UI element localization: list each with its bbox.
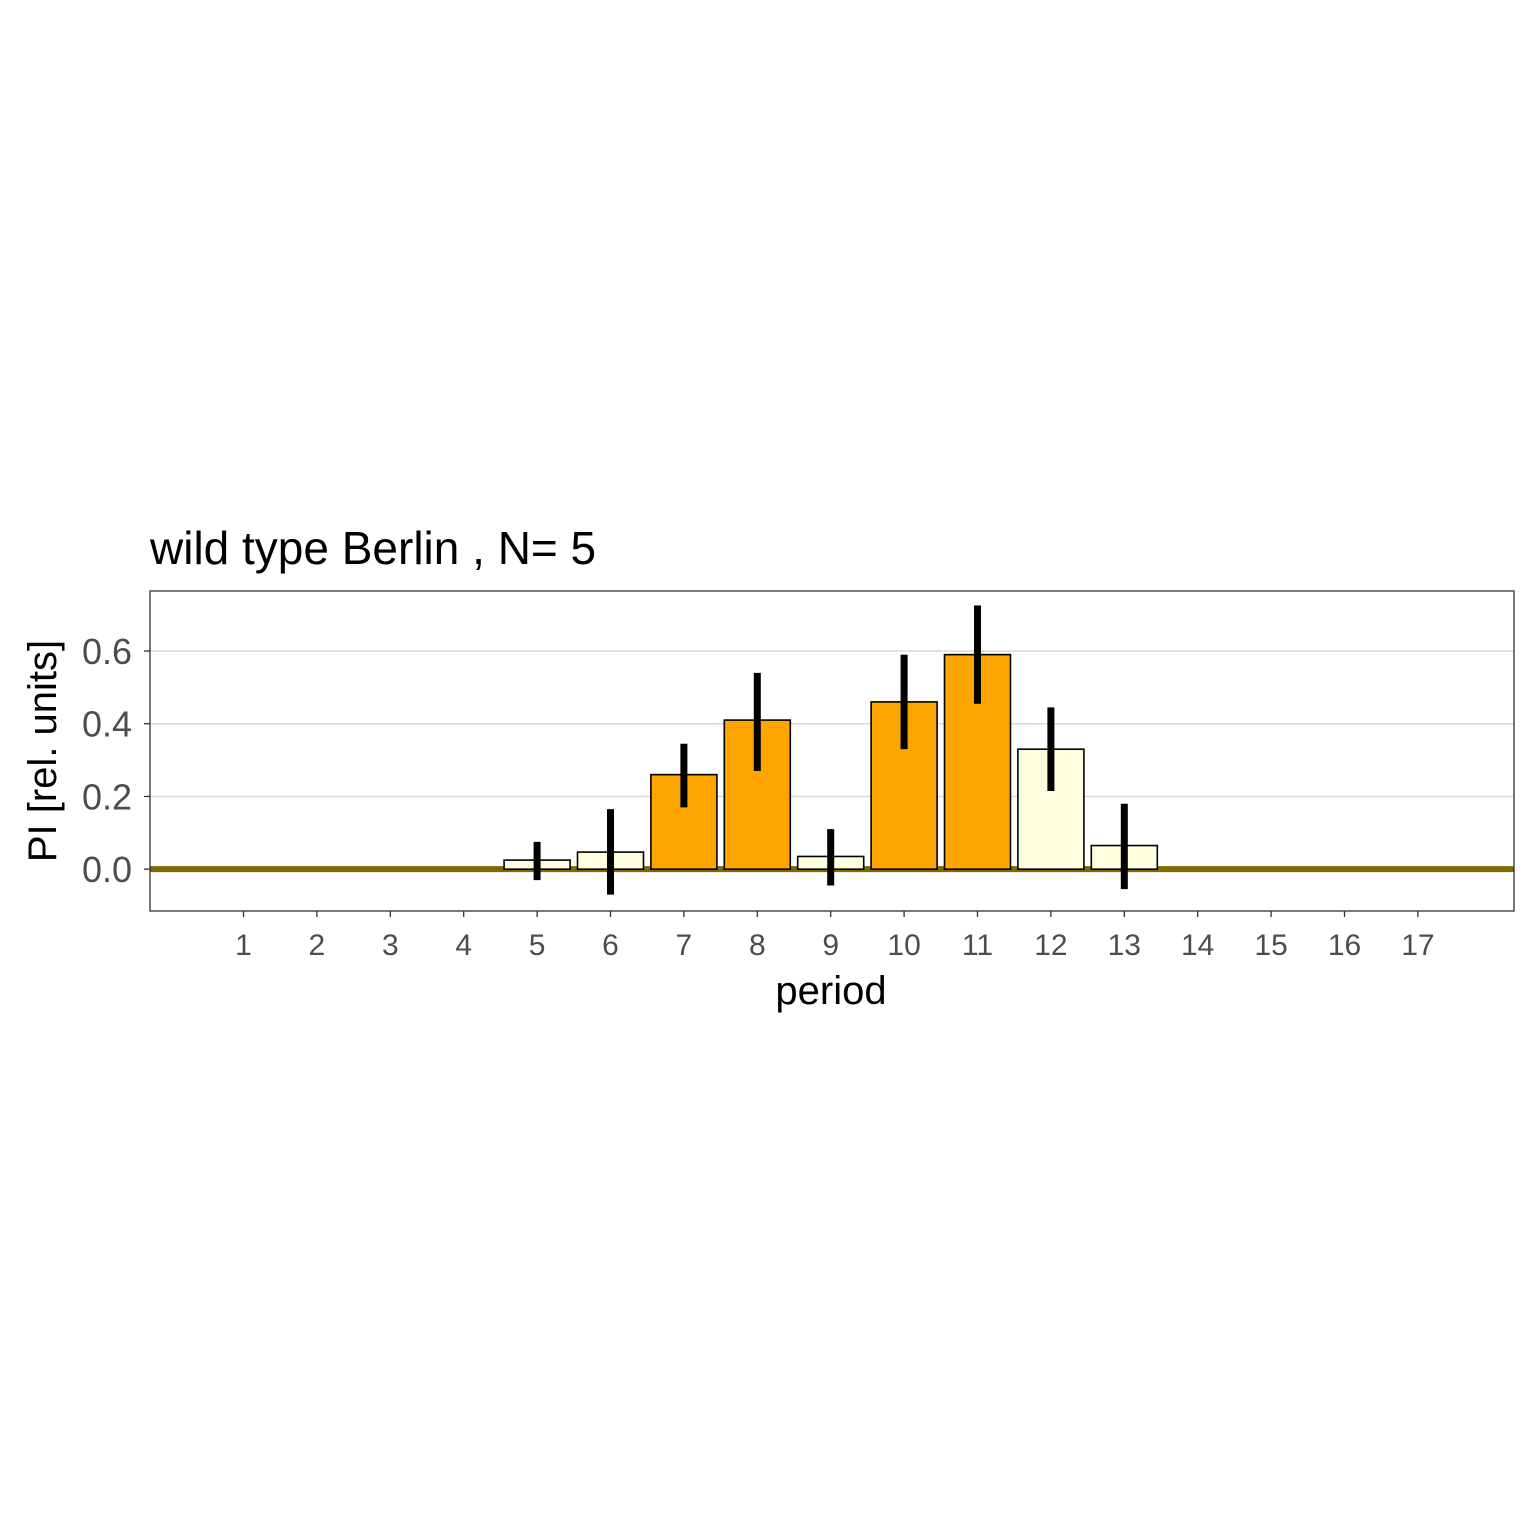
error-bars <box>533 605 1128 895</box>
y-tick-label: 0.2 <box>82 776 132 817</box>
x-tick-label: 1 <box>235 929 252 962</box>
x-tick-label: 17 <box>1401 929 1434 962</box>
bar-8 <box>723 719 792 870</box>
bar-11 <box>943 653 1012 870</box>
x-tick-label: 6 <box>602 929 619 962</box>
y-tick-label: 0.4 <box>82 704 132 745</box>
y-tick-label: 0.0 <box>82 849 132 890</box>
y-tick-label: 0.6 <box>82 631 132 672</box>
x-axis-title: period <box>775 969 886 1013</box>
chart-title: wild type Berlin , N= 5 <box>149 522 596 574</box>
x-tick-label: 5 <box>529 929 546 962</box>
x-tick-label: 8 <box>749 929 766 962</box>
x-tick-label: 14 <box>1181 929 1214 962</box>
x-tick-label: 4 <box>455 929 472 962</box>
x-tick-label: 10 <box>887 929 920 962</box>
y-axis: 0.0 0.2 0.4 0.6 <box>82 631 150 890</box>
x-tick-label: 7 <box>676 929 693 962</box>
plot-panel-border <box>149 590 1515 912</box>
x-tick-label: 3 <box>382 929 399 962</box>
y-axis-title: PI [rel. units] <box>21 640 65 862</box>
grid-lines <box>150 650 1514 798</box>
x-tick-label: 12 <box>1034 929 1067 962</box>
x-tick-label: 15 <box>1254 929 1287 962</box>
x-tick-label: 11 <box>962 929 993 962</box>
x-tick-label: 16 <box>1328 929 1361 962</box>
x-tick-label: 2 <box>309 929 326 962</box>
x-tick-label: 9 <box>822 929 839 962</box>
x-axis: 1 2 3 4 5 6 7 8 9 10 11 12 13 14 15 16 17 <box>235 911 1435 962</box>
x-tick-label: 13 <box>1108 929 1141 962</box>
